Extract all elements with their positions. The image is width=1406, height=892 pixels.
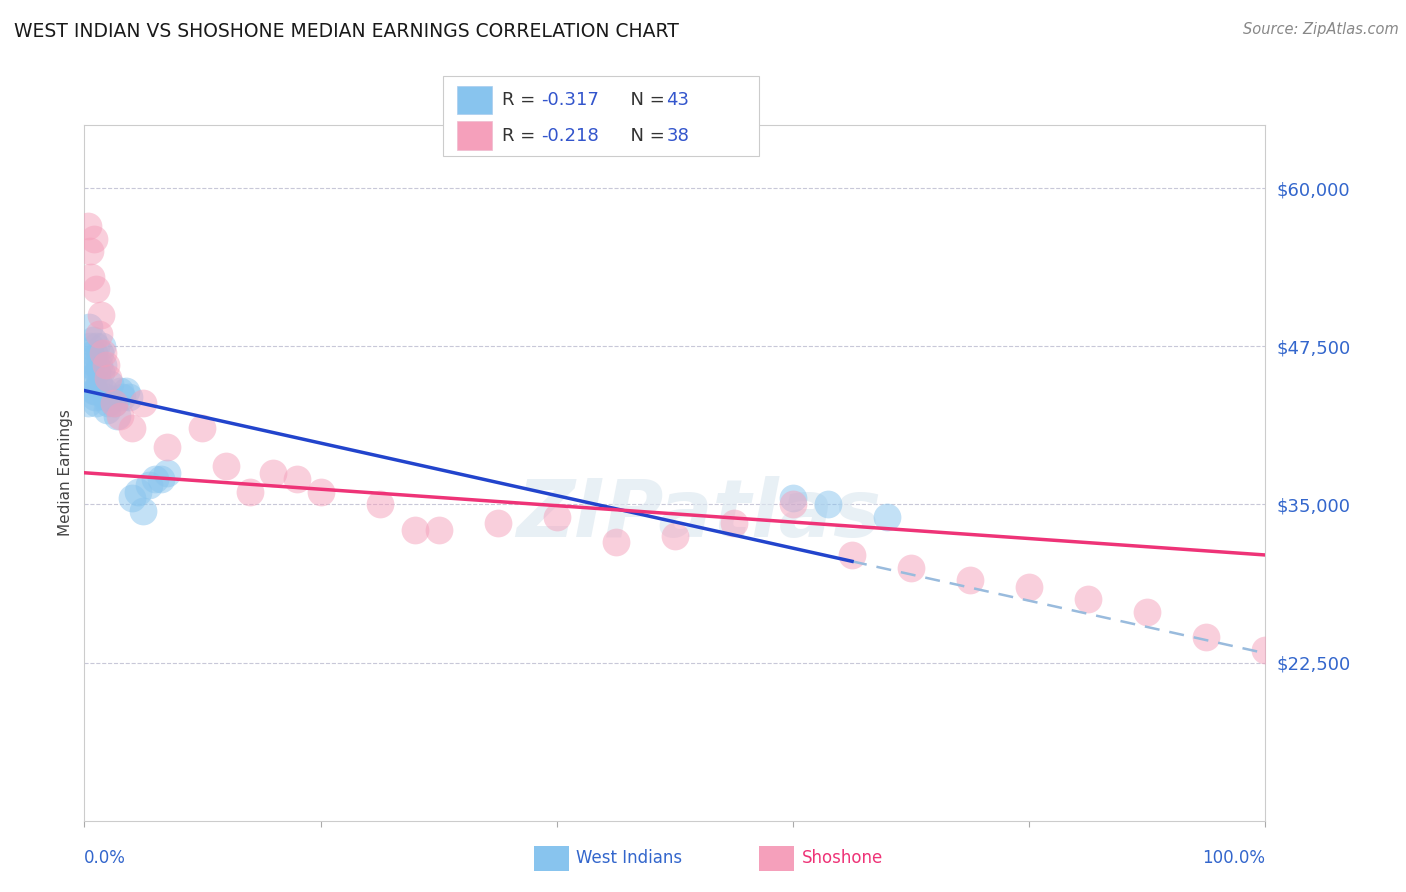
Point — [84, 384, 107, 398]
Text: 38: 38 — [666, 127, 689, 145]
Y-axis label: Median Earnings: Median Earnings — [58, 409, 73, 536]
Point — [900, 560, 922, 574]
Point — [79, 244, 101, 259]
Text: 43: 43 — [666, 91, 689, 109]
Point — [103, 396, 125, 410]
Point — [1254, 643, 1277, 657]
Point — [89, 345, 111, 359]
Point — [427, 523, 450, 537]
Point — [841, 548, 863, 562]
Text: -0.218: -0.218 — [541, 127, 599, 145]
Point — [82, 333, 104, 347]
Point — [90, 308, 112, 322]
Point — [79, 371, 101, 385]
Point — [121, 491, 143, 505]
Point — [285, 472, 308, 486]
Point — [1136, 605, 1159, 619]
Point — [156, 441, 179, 455]
Point — [309, 484, 332, 499]
Point — [215, 459, 238, 474]
Point — [80, 269, 103, 284]
Text: N =: N = — [619, 91, 671, 109]
Point — [546, 510, 568, 524]
Text: ZIPatlas: ZIPatlas — [516, 475, 882, 554]
Text: Shoshone: Shoshone — [801, 849, 883, 867]
Point — [723, 516, 745, 531]
Point — [84, 396, 107, 410]
Point — [94, 390, 117, 404]
Point — [83, 384, 105, 398]
Point — [486, 516, 509, 531]
Point — [84, 390, 107, 404]
Point — [87, 326, 110, 341]
Point — [86, 365, 108, 379]
Text: -0.317: -0.317 — [541, 91, 599, 109]
Point — [127, 484, 149, 499]
Point — [103, 396, 125, 410]
Text: WEST INDIAN VS SHOSHONE MEDIAN EARNINGS CORRELATION CHART: WEST INDIAN VS SHOSHONE MEDIAN EARNINGS … — [14, 22, 679, 41]
Point — [132, 396, 155, 410]
Point — [191, 421, 214, 435]
Point — [77, 219, 100, 233]
Point — [959, 574, 981, 588]
Point — [132, 504, 155, 518]
Text: West Indians: West Indians — [576, 849, 682, 867]
Point — [817, 497, 839, 511]
Point — [87, 358, 110, 372]
Text: 100.0%: 100.0% — [1202, 849, 1265, 867]
Point — [97, 371, 120, 385]
Point — [91, 345, 114, 359]
Point — [90, 365, 112, 379]
Text: R =: R = — [502, 91, 541, 109]
Point — [91, 339, 114, 353]
Point — [93, 384, 115, 398]
Point — [114, 384, 136, 398]
Point — [143, 472, 166, 486]
Point — [96, 402, 118, 417]
Point — [150, 472, 173, 486]
Point — [239, 484, 262, 499]
Point — [79, 339, 101, 353]
Point — [1018, 580, 1040, 594]
Point — [77, 320, 100, 334]
Point — [138, 478, 160, 492]
Point — [80, 358, 103, 372]
Point — [605, 535, 627, 549]
Text: 0.0%: 0.0% — [84, 849, 127, 867]
Point — [118, 390, 141, 404]
Point — [156, 466, 179, 480]
Point — [1195, 630, 1218, 644]
Point — [111, 390, 134, 404]
Text: R =: R = — [502, 127, 541, 145]
Point — [87, 377, 110, 392]
Point — [84, 282, 107, 296]
Point — [368, 497, 391, 511]
Text: Source: ZipAtlas.com: Source: ZipAtlas.com — [1243, 22, 1399, 37]
Point — [83, 232, 105, 246]
Point — [108, 384, 131, 398]
Point — [84, 358, 107, 372]
Point — [91, 358, 114, 372]
Point — [77, 396, 100, 410]
Point — [404, 523, 426, 537]
Point — [82, 351, 104, 366]
Point — [664, 529, 686, 543]
Point — [121, 421, 143, 435]
Point — [84, 339, 107, 353]
Point — [83, 345, 105, 359]
Point — [876, 510, 898, 524]
Point — [98, 377, 121, 392]
Point — [97, 396, 120, 410]
Point — [1077, 592, 1099, 607]
Point — [262, 466, 284, 480]
Point — [76, 377, 98, 392]
Point — [94, 358, 117, 372]
Point — [107, 409, 129, 423]
Text: N =: N = — [619, 127, 671, 145]
Point — [782, 497, 804, 511]
Point — [782, 491, 804, 505]
Point — [108, 409, 131, 423]
